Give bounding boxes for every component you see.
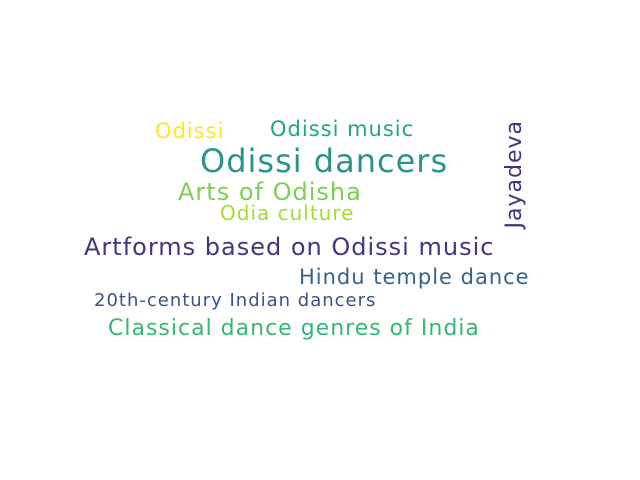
word-odissi: Odissi: [155, 119, 225, 143]
word-odissi-dancers: Odissi dancers: [200, 142, 449, 180]
word-jayadeva: Jayadeva: [502, 120, 527, 229]
word-hindu-temple-dance: Hindu temple dance: [299, 265, 530, 289]
word-20th-century-indian-dancers: 20th-century Indian dancers: [94, 290, 377, 311]
word-artforms-based-on-odissi-music: Artforms based on Odissi music: [84, 233, 495, 261]
word-classical-dance-genres-of-india: Classical dance genres of India: [108, 316, 480, 341]
word-arts-of-odisha: Arts of Odisha: [178, 178, 362, 206]
word-odissi-music: Odissi music: [270, 117, 415, 141]
word-odia-culture: Odia culture: [220, 201, 355, 225]
